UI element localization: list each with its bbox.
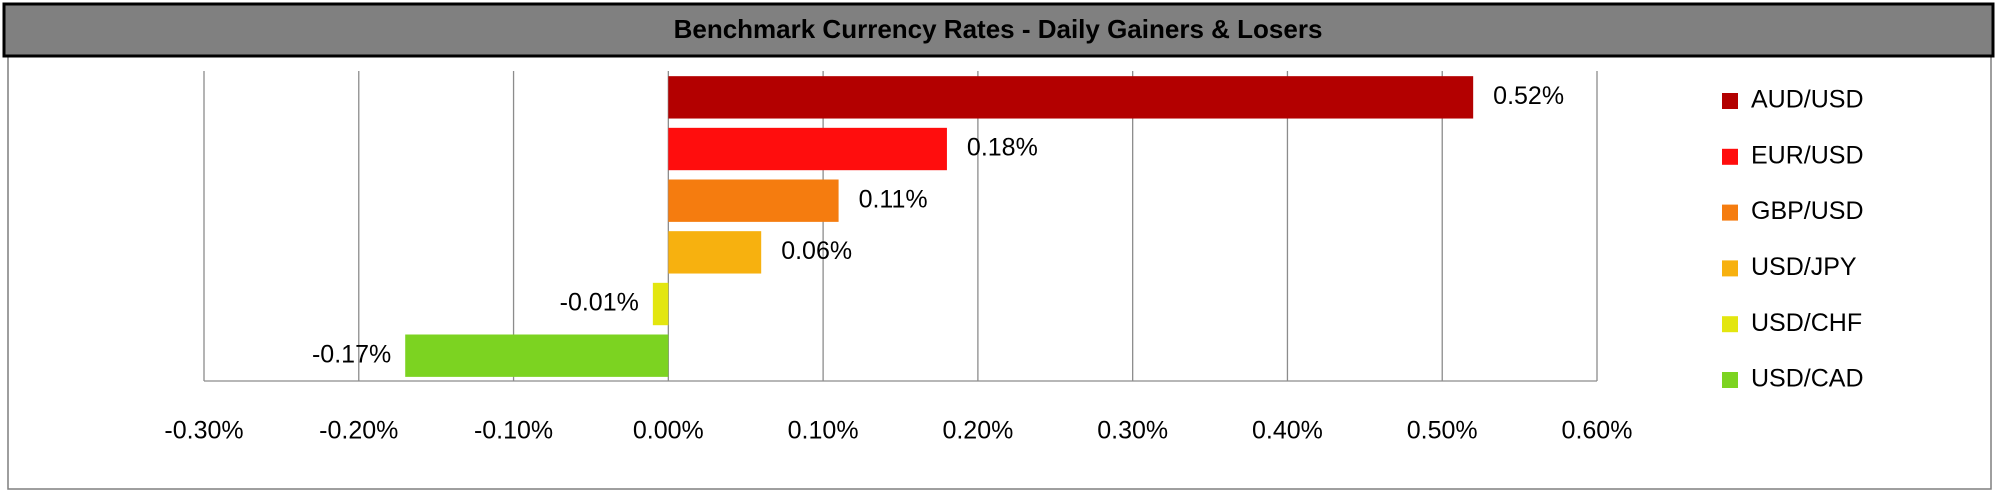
legend-label: USD/CHF	[1751, 309, 1862, 337]
legend-swatch	[1722, 372, 1738, 388]
legend-swatch	[1722, 260, 1738, 277]
title-bar	[2, 2, 1995, 58]
x-tick-label: 0.30%	[1097, 417, 1168, 445]
bar	[668, 76, 1474, 119]
x-tick-label: -0.20%	[319, 417, 398, 445]
x-tick-label: 0.50%	[1407, 417, 1478, 445]
legend-label: USD/JPY	[1751, 253, 1857, 281]
x-tick-label: -0.30%	[164, 417, 243, 445]
bar	[668, 231, 762, 274]
legend-swatch	[1722, 316, 1738, 333]
x-tick-label: 0.60%	[1562, 417, 1633, 445]
data-label: 0.18%	[967, 134, 1038, 162]
legend-label: AUD/USD	[1751, 86, 1864, 114]
legend-swatch	[1722, 93, 1738, 109]
data-label: -0.17%	[312, 340, 391, 368]
legend-label: EUR/USD	[1751, 141, 1864, 169]
chart-frame	[7, 55, 1992, 490]
x-tick-label: 0.40%	[1252, 417, 1323, 445]
x-tick-label: 0.20%	[942, 417, 1013, 445]
bar	[405, 334, 669, 377]
legend-label: USD/CAD	[1751, 365, 1864, 393]
x-tick-label: 0.00%	[633, 417, 704, 445]
bar	[668, 179, 839, 222]
x-tick-label: -0.10%	[474, 417, 553, 445]
chart-title: Benchmark Currency Rates - Daily Gainers…	[674, 14, 1323, 44]
bar	[668, 127, 947, 171]
legend-label: GBP/USD	[1751, 197, 1864, 225]
legend-swatch	[1722, 204, 1738, 221]
bar	[652, 282, 669, 326]
data-label: 0.52%	[1493, 82, 1564, 110]
data-label: 0.11%	[859, 185, 928, 213]
x-tick-label: 0.10%	[788, 417, 859, 445]
data-label: 0.06%	[781, 237, 852, 265]
legend-swatch	[1722, 148, 1738, 165]
data-label: -0.01%	[560, 289, 639, 317]
